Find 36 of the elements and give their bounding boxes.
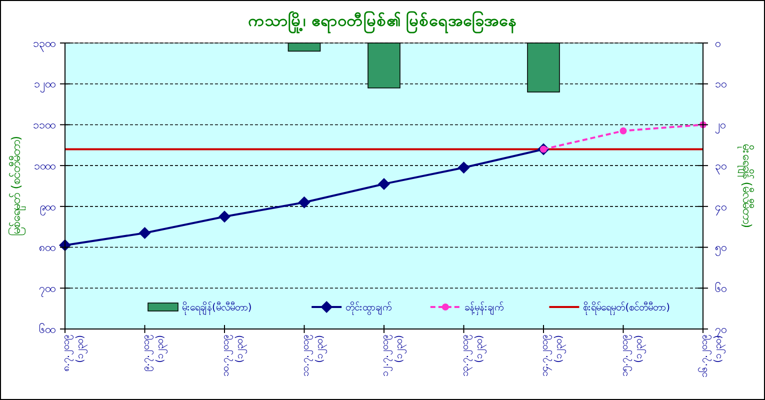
y-tick-label: ၁၃၀၀ xyxy=(33,36,55,52)
x-tick-label: ၁၀.၇.၂၀၁၉ (၁၂၃၀) xyxy=(220,334,248,376)
y-tick-label: ၁၂၀၀ xyxy=(34,78,55,93)
legend-label: စိုးရိမ်ရေမှတ်(စင်တီမီတာ) xyxy=(583,300,670,316)
point xyxy=(378,178,390,190)
y-tick-label: ၁၀၀၀ xyxy=(34,159,55,172)
y-tick-label: ၉၀၀ xyxy=(40,200,55,216)
legend-label: ခန့်မှန်းချက် xyxy=(464,300,504,316)
y2-axis-title: မိုးရေချိန် (မီလီမီတာ) xyxy=(737,144,755,228)
x-tick-label: ၁၂.၇.၂၀၁၉ (၁၂၃၀) xyxy=(380,334,407,376)
y2-tick-label: ၄၀ xyxy=(715,200,726,216)
point xyxy=(138,226,151,239)
y-tick-label: ၆၀၀ xyxy=(39,322,55,336)
point xyxy=(218,210,230,223)
x-tick-label: ၁၅.၇.၂၀၁၉ (၁၂၃၀) xyxy=(619,334,646,376)
point xyxy=(458,162,470,174)
x-tick-label: ၉.၇.၂၀၁၉ (၁၂၃၀) xyxy=(140,334,168,372)
y2-tick-label: ၀ xyxy=(715,36,720,50)
point xyxy=(298,196,310,208)
y2-tick-label: ၆၀ xyxy=(715,282,726,295)
legend-label: တိုင်းထွာချက် xyxy=(346,300,392,316)
y-tick-label: ၈၀၀ xyxy=(39,241,55,254)
y2-tick-label: ၃၀ xyxy=(715,159,726,174)
y2-tick-label: ၁၀ xyxy=(715,78,726,91)
x-tick-label: ၁၃.၇.၂၀၁၉ (၁၂၃၀) xyxy=(460,334,487,376)
y2-tick-label: ၅၀ xyxy=(715,241,726,256)
y-axis-title: မြစ်ရေမှတ် (စင်တီမီတာ) xyxy=(7,136,26,236)
x-tick-label: ၁၄.၇.၂၀၁၉ (၁၂၃၀) xyxy=(540,334,566,376)
x-tick-label: ၁၁.၇.၂၀၁၉ (၁၂၃၀) xyxy=(300,334,328,376)
y-tick-label: ၇၀၀ xyxy=(39,282,55,297)
point xyxy=(620,127,627,134)
y2-tick-label: ၂၀ xyxy=(715,118,725,134)
y-tick-label: ၁၁၀၀ xyxy=(33,118,55,132)
x-tick-label: ၈.၇.၂၀၁၉ (၁၂၃၀) xyxy=(61,334,88,372)
chart-title: ကသာမြို့၊ ဧရာဝတီမြစ်၏ မြစ်ရေအခြေအနေ xyxy=(248,10,518,34)
legend-label: မိုးရေချိန်(မီလီမီတာ) xyxy=(182,300,252,316)
